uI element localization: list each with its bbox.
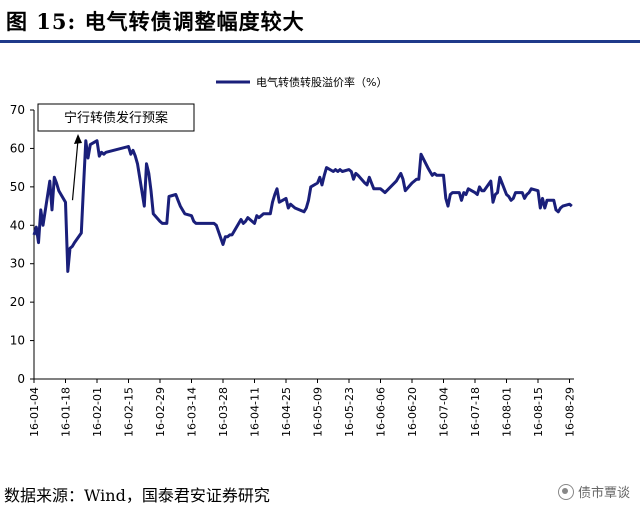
y-tick-label: 30 bbox=[10, 257, 25, 271]
x-tick-label: 16-04-11 bbox=[249, 387, 262, 437]
watermark-text: 债市覃谈 bbox=[577, 486, 630, 501]
y-tick-label: 60 bbox=[10, 141, 25, 155]
x-tick-label: 16-06-06 bbox=[375, 387, 388, 437]
y-tick-label: 70 bbox=[10, 103, 25, 117]
x-tick-label: 16-08-15 bbox=[532, 387, 545, 437]
x-tick-label: 16-07-18 bbox=[469, 387, 482, 437]
x-tick-label: 16-03-28 bbox=[217, 387, 230, 437]
legend-label: 电气转债转股溢价率（%） bbox=[256, 75, 387, 89]
series-layer bbox=[32, 139, 573, 273]
annotation-arrow-line bbox=[71, 139, 79, 201]
x-tick-label: 16-05-23 bbox=[343, 387, 356, 437]
watermark: 债市覃谈 bbox=[557, 482, 630, 501]
y-tick-label: 20 bbox=[10, 295, 25, 309]
x-tick-label: 16-02-29 bbox=[154, 387, 167, 437]
annotation-box bbox=[37, 103, 195, 132]
line-chart: 0 10 20 30 40 50 60 70 16-01-04 16-01-18 16-02-01 1… bbox=[10, 75, 577, 437]
x-tick-label: 16-08-29 bbox=[564, 387, 577, 437]
annotation-label: 宁行转债发行预案 bbox=[64, 110, 168, 126]
x-tick-label: 16-04-25 bbox=[280, 387, 293, 437]
wechat-icon bbox=[557, 483, 574, 500]
axes: 0 10 20 30 40 50 60 70 16-01-04 16-01-18 16-02-01 1… bbox=[10, 103, 577, 437]
x-tick-label: 16-06-20 bbox=[406, 387, 419, 437]
figure-title: 图 15: 电气转债调整幅度较大 bbox=[6, 9, 305, 34]
y-tick-label: 40 bbox=[10, 218, 25, 232]
x-tick-label: 16-01-04 bbox=[28, 387, 41, 437]
title-divider bbox=[0, 40, 640, 43]
x-tick-label: 16-03-14 bbox=[186, 387, 199, 437]
x-tick-label: 16-07-04 bbox=[438, 387, 451, 437]
x-tick-label: 16-05-09 bbox=[312, 387, 325, 437]
x-tick-label: 16-08-01 bbox=[501, 387, 514, 437]
x-tick-label: 16-02-01 bbox=[91, 387, 104, 437]
y-tick-label: 50 bbox=[10, 180, 25, 194]
y-tick-label: 0 bbox=[17, 372, 25, 386]
series-line bbox=[32, 139, 573, 273]
source-note: 数据来源：Wind，国泰君安证券研究 bbox=[4, 486, 270, 505]
legend: 电气转债转股溢价率（%） bbox=[216, 75, 387, 89]
x-tick-label: 16-01-18 bbox=[60, 387, 73, 437]
annotation: 宁行转债发行预案 bbox=[37, 103, 195, 201]
figure-header: 图 15: 电气转债调整幅度较大 bbox=[0, 0, 640, 44]
annotation-arrowhead bbox=[74, 134, 82, 144]
x-tick-label: 16-02-15 bbox=[123, 387, 136, 437]
y-tick-label: 10 bbox=[10, 334, 25, 348]
